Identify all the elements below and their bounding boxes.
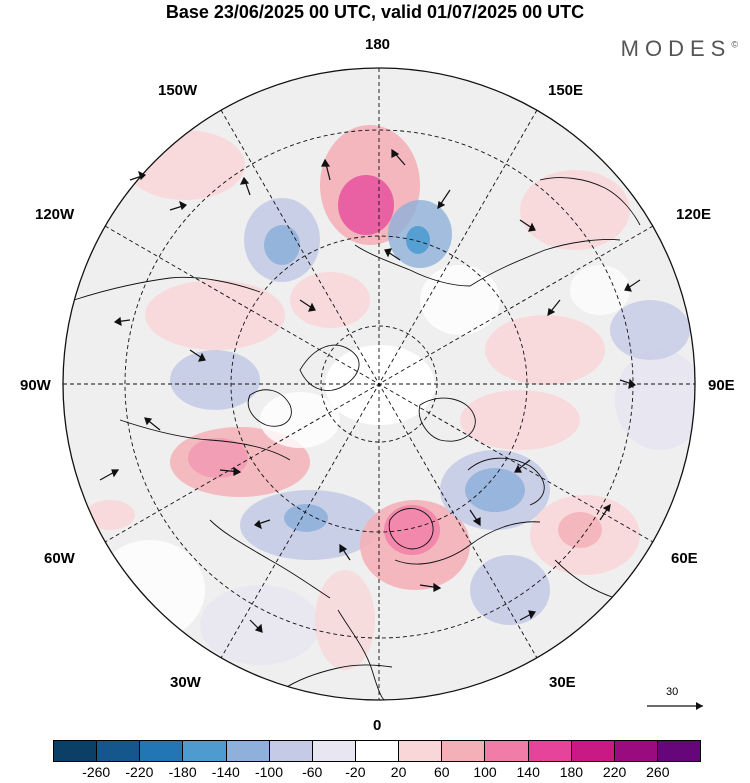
legend-color-swatch	[399, 741, 443, 761]
longitude-label-150e: 150E	[548, 82, 584, 99]
legend-tick-label: -60	[302, 764, 323, 780]
legend-color-swatch	[226, 741, 270, 761]
legend-tick-label: -260	[82, 764, 111, 780]
legend-tick-label: 20	[390, 764, 407, 780]
legend-color-swatch	[528, 741, 572, 761]
map-border	[62, 67, 696, 701]
legend-tick-label: -220	[125, 764, 154, 780]
legend-color-swatch	[485, 741, 529, 761]
legend-tick-label: -20	[345, 764, 366, 780]
longitude-label-90w: 90W	[20, 377, 51, 394]
legend-color-swatch	[183, 741, 227, 761]
legend-tick-label: 180	[559, 764, 584, 780]
brand-name: MODES	[620, 36, 732, 61]
legend-tick-label: 140	[516, 764, 540, 780]
longitude-label-0: 0	[373, 717, 382, 734]
anomaly-fields	[85, 125, 695, 670]
reference-arrow	[647, 702, 703, 710]
legend-tick-label: 60	[434, 764, 450, 780]
legend-tick-label: -140	[211, 764, 240, 780]
legend-tick-label: -180	[168, 764, 197, 780]
longitude-label-60w: 60W	[44, 550, 75, 567]
longitude-label-90e: 90E	[708, 377, 735, 394]
legend-tick-label: 100	[473, 764, 497, 780]
longitude-label-30e: 30E	[549, 674, 576, 691]
longitude-label-30w: 30W	[170, 674, 201, 691]
longitude-label-150w: 150W	[158, 82, 198, 99]
longitude-label-120w: 120W	[35, 206, 75, 223]
page-title: Base 23/06/2025 00 UTC, valid 01/07/2025…	[165, 2, 585, 22]
longitude-label-120e: 120E	[676, 206, 712, 223]
legend-tick-label: 260	[646, 764, 670, 780]
legend-color-swatch	[614, 741, 658, 761]
legend-color-swatch	[657, 741, 701, 761]
longitude-label-180: 180	[365, 36, 391, 53]
brand-copyright-mark: ©	[731, 39, 738, 50]
legend-tick-label: 220	[602, 764, 627, 780]
modes-logo: MODES©	[621, 36, 738, 62]
legend-color-swatch	[54, 741, 98, 761]
legend-tick-label: -100	[254, 764, 284, 780]
color-legend	[53, 740, 701, 762]
legend-color-swatch	[442, 741, 486, 761]
legend-ticks: -260 -220 -180 -140 -100 -60 -20 20 60 100 140 180 2…	[53, 764, 701, 782]
legend-color-swatch	[355, 741, 400, 761]
reference-vector-label: 30	[666, 686, 679, 698]
legend-color-swatch	[312, 741, 356, 761]
legend-color-swatch	[140, 741, 184, 761]
wind-arrows	[99, 148, 641, 633]
legend-color-swatch	[97, 741, 141, 761]
legend-color-swatch	[571, 741, 615, 761]
legend-color-swatch	[269, 741, 313, 761]
longitude-label-60e: 60E	[671, 550, 698, 567]
